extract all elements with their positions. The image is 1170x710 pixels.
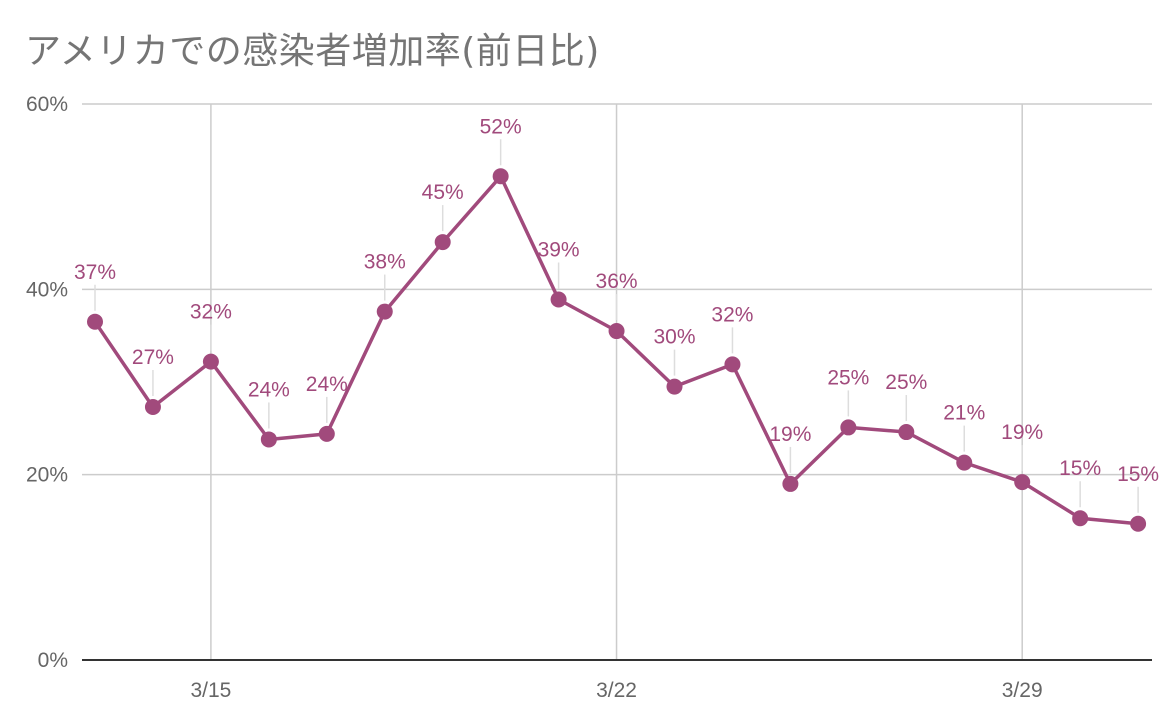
data-label: 21% (943, 402, 985, 425)
data-label: 52% (480, 115, 522, 138)
y-tick-label: 60% (26, 93, 68, 116)
data-point (376, 303, 393, 320)
data-label: 38% (364, 251, 406, 274)
data-label: 15% (1059, 457, 1101, 480)
data-point (434, 234, 451, 251)
label-leaders (94, 139, 1139, 513)
data-label: 19% (1001, 421, 1043, 444)
data-point (608, 323, 625, 340)
data-point (550, 291, 567, 308)
data-point (1014, 474, 1031, 491)
data-point (840, 419, 857, 436)
x-tick-label: 3/15 (190, 679, 231, 702)
tick-labels: 0% 20% 40% 60% 3/15 3/22 3/29 (26, 93, 1043, 702)
data-label: 25% (885, 371, 927, 394)
data-label: 36% (596, 270, 638, 293)
data-label: 19% (769, 423, 811, 446)
data-point (492, 168, 509, 185)
chart-title: アメリカでの感染者増加率(前日比) (25, 31, 600, 72)
data-label: 37% (74, 261, 116, 284)
y-tick-label: 0% (38, 649, 68, 672)
data-label: 32% (190, 301, 232, 324)
data-points (87, 168, 1147, 532)
data-point (1130, 515, 1147, 532)
data-label: 27% (132, 346, 174, 369)
data-label: 32% (711, 303, 753, 326)
data-point (318, 425, 335, 442)
data-label: 39% (538, 239, 580, 262)
data-label: 25% (827, 366, 869, 389)
y-tick-label: 20% (26, 464, 68, 487)
data-point (898, 424, 915, 441)
data-point (260, 431, 277, 448)
data-labels: 37% 27% 32% 24% 24% 38% 45% 52% 39% 36% 30% 32% 19% 2… (74, 115, 1159, 486)
data-point (782, 475, 799, 492)
x-tick-label: 3/29 (1002, 679, 1043, 702)
data-point (144, 399, 161, 416)
data-point (956, 454, 973, 471)
data-label: 24% (306, 373, 348, 396)
gridlines (82, 103, 1152, 660)
data-label: 30% (653, 326, 695, 349)
data-label: 24% (248, 378, 290, 401)
y-tick-label: 40% (26, 278, 68, 301)
data-point (87, 313, 103, 330)
data-label: 15% (1117, 463, 1159, 486)
data-label: 45% (422, 181, 464, 204)
data-point (724, 356, 741, 373)
data-point (202, 353, 219, 370)
data-point (1072, 510, 1089, 527)
data-point (666, 378, 683, 395)
x-tick-label: 3/22 (596, 679, 637, 702)
